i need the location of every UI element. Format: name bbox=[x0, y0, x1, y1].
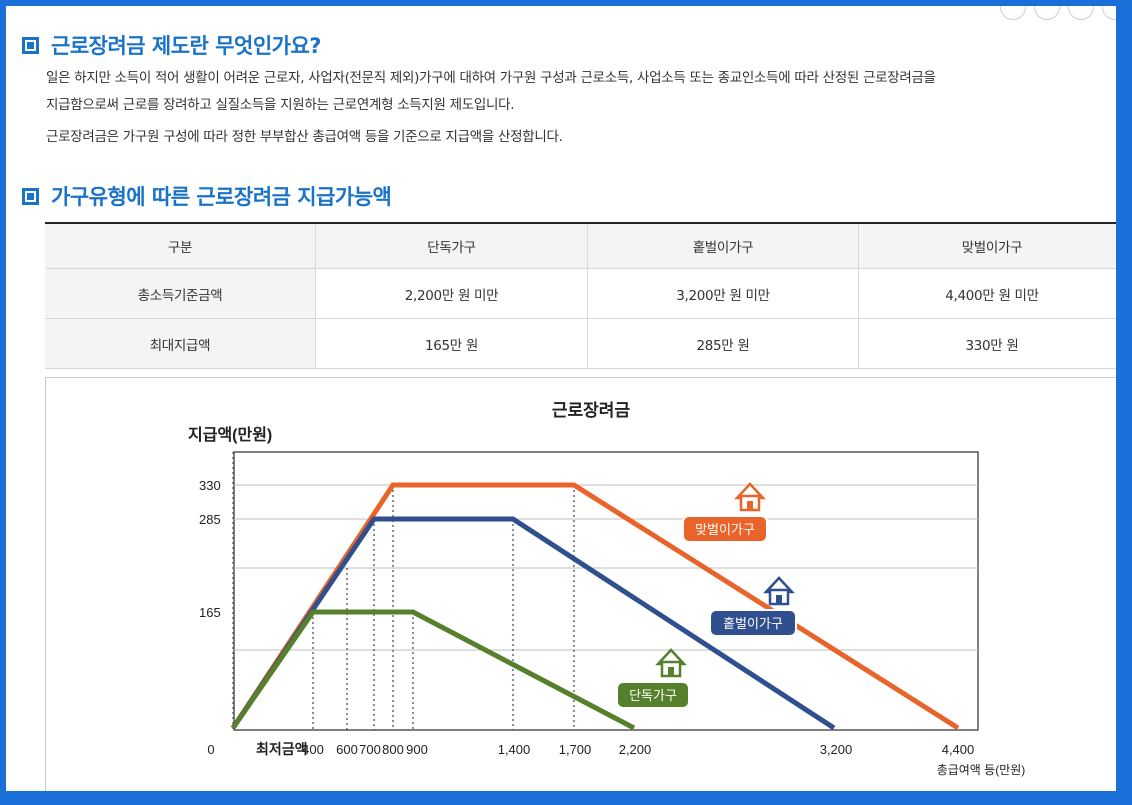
window-controls bbox=[1000, 6, 1116, 20]
table-cell: 최대지급액 bbox=[45, 318, 316, 369]
x-tick-label: 3,200 bbox=[820, 742, 853, 757]
circle-button[interactable] bbox=[1034, 6, 1060, 20]
y-tick-label: 330 bbox=[199, 478, 221, 493]
section-title-text: 가구유형에 따른 근로장려금 지급가능액 bbox=[51, 185, 392, 209]
house-icon bbox=[734, 482, 766, 512]
intro-paragraph: 일은 하지만 소득이 적어 생활이 어려운 근로자, 사업자(전문직 제외)가구… bbox=[46, 65, 1106, 119]
table-cell: 4,400만 원 미만 bbox=[858, 268, 1116, 319]
table-header: 맞벌이가구 bbox=[858, 222, 1116, 269]
table-cell: 총소득기준금액 bbox=[45, 268, 316, 319]
x-tick-label: 4,400 bbox=[942, 742, 975, 757]
legend-badge bbox=[682, 515, 768, 543]
table-header: 홑벌이가구 bbox=[587, 222, 859, 269]
legend-badge bbox=[616, 681, 690, 709]
section-title-text: 근로장려금 제도란 무엇인가요? bbox=[51, 34, 321, 58]
series-line bbox=[230, 609, 636, 731]
house-icon bbox=[763, 576, 795, 606]
legend-label: 홑벌이가구 bbox=[723, 616, 783, 631]
table-cell: 2,200만 원 미만 bbox=[315, 268, 588, 319]
house-icon bbox=[655, 648, 687, 678]
x-tick-label: 1,700 bbox=[559, 742, 592, 757]
x-tick-label: 2,200 bbox=[619, 742, 652, 757]
x-tick-label: 400 bbox=[302, 742, 324, 757]
table-row: 총소득기준금액 2,200만 원 미만 3,200만 원 미만 4,400만 원… bbox=[45, 268, 1116, 319]
table-cell: 3,200만 원 미만 bbox=[587, 268, 859, 319]
table-header-row: 구분 단독가구 홑벌이가구 맞벌이가구 bbox=[45, 222, 1116, 269]
chart-title: 근로장려금 bbox=[552, 401, 631, 420]
legend-badge bbox=[709, 609, 797, 637]
table-cell: 330만 원 bbox=[858, 318, 1116, 369]
intro-line-2: 지급함으로써 근로를 장려하고 실질소득을 지원하는 근로연계형 소득지원 제도… bbox=[46, 97, 515, 113]
x-tick-label: 0 bbox=[207, 742, 214, 757]
x-tick-label: 최저금액 bbox=[256, 741, 308, 757]
x-tick-label: 1,400 bbox=[498, 742, 531, 757]
plot-area bbox=[233, 451, 979, 731]
section-title-amounts: 가구유형에 따른 근로장려금 지급가능액 bbox=[22, 181, 392, 211]
table-cell: 165만 원 bbox=[315, 318, 588, 369]
y-tick-label: 165 bbox=[199, 605, 221, 620]
intro-line-1: 일은 하지만 소득이 적어 생활이 어려운 근로자, 사업자(전문직 제외)가구… bbox=[46, 70, 936, 86]
circle-button[interactable] bbox=[1068, 6, 1094, 20]
y-axis-label: 지급액(만원) bbox=[188, 425, 272, 444]
series-line bbox=[230, 482, 960, 731]
amount-table: 구분 단독가구 홑벌이가구 맞벌이가구 총소득기준금액 2,200만 원 미만 … bbox=[45, 222, 1116, 369]
circle-button[interactable] bbox=[1102, 6, 1116, 20]
chart-container: 근로장려금 지급액(만원) 총급여액 등(만원) 330 285 165 0 최저금액 4… bbox=[45, 377, 1116, 791]
bullet-square-icon bbox=[22, 187, 39, 205]
table-cell: 285만 원 bbox=[587, 318, 859, 369]
content-frame: 근로장려금 제도란 무엇인가요? 일은 하지만 소득이 적어 생활이 어려운 근… bbox=[6, 6, 1116, 791]
table-header: 단독가구 bbox=[315, 222, 588, 269]
table-header: 구분 bbox=[45, 222, 316, 269]
table-row: 최대지급액 165만 원 285만 원 330만 원 bbox=[45, 318, 1116, 369]
legend-label: 맞벌이가구 bbox=[695, 522, 755, 537]
x-tick-label: 900 bbox=[406, 742, 428, 757]
x-tick-label: 700 bbox=[359, 742, 381, 757]
x-axis-label: 총급여액 등(만원) bbox=[937, 763, 1026, 777]
section-title-intro: 근로장려금 제도란 무엇인가요? bbox=[22, 30, 321, 60]
x-tick-label: 800 bbox=[382, 742, 404, 757]
y-tick-label: 285 bbox=[199, 512, 221, 527]
circle-button[interactable] bbox=[1000, 6, 1026, 20]
x-tick-label: 600 bbox=[336, 742, 358, 757]
basis-paragraph: 근로장려금은 가구원 구성에 따라 정한 부부합산 총급여액 등을 기준으로 지… bbox=[46, 129, 563, 145]
bullet-square-icon bbox=[22, 36, 39, 54]
legend-label: 단독가구 bbox=[629, 688, 677, 703]
